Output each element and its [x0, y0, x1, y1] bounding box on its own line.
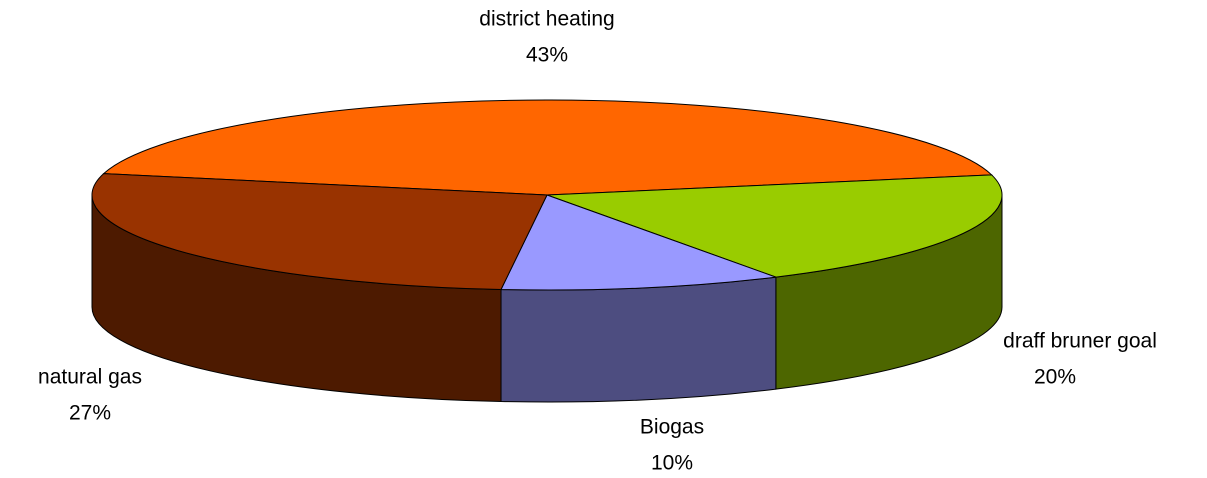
- pie-slice: [500, 194, 777, 291]
- pie-slice: [546, 174, 1003, 278]
- slice-value-label: 43%: [526, 44, 568, 67]
- pie-slice: [102, 99, 993, 196]
- slice-label: draff bruner goal: [1003, 330, 1157, 353]
- pie-slice: [91, 173, 548, 291]
- slice-value-label: 10%: [651, 452, 693, 475]
- slice-value-label: 27%: [69, 402, 111, 425]
- slice-label: Biogas: [640, 416, 704, 439]
- slice-label: natural gas: [38, 366, 142, 389]
- slice-label: district heating: [479, 8, 614, 31]
- pie-side: [500, 276, 777, 403]
- slice-value-label: 20%: [1034, 366, 1076, 389]
